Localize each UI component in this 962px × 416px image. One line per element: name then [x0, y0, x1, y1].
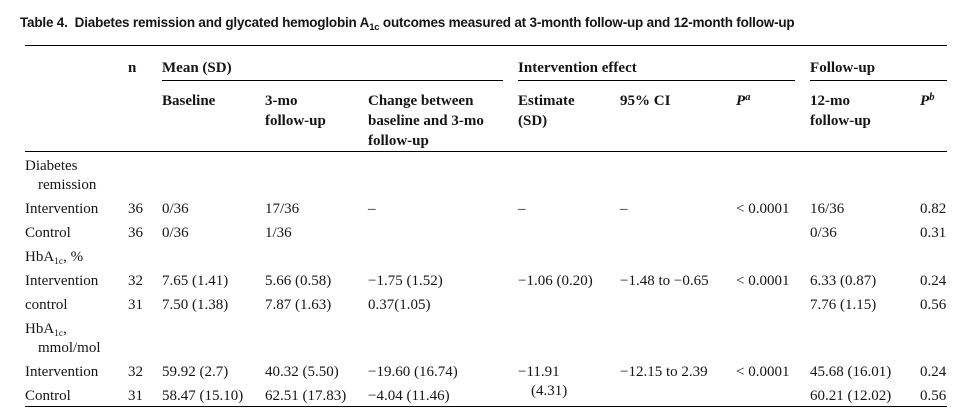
cell-change: −4.04 (11.46) [368, 388, 450, 404]
cell-3mo: 1/36 [265, 225, 292, 241]
cell-estimate: −11.91 (4.31) [518, 364, 568, 399]
col-header-95ci: 95% CI [620, 81, 737, 152]
row-label: HbA1c, mmol/mol [25, 321, 101, 356]
corner-cell [25, 45, 128, 152]
cell-estimate [518, 291, 620, 315]
cell-change: – [368, 201, 376, 217]
col-header-change: Change between baseline and 3-mo follow-… [368, 81, 519, 152]
section-row-diabetes-remission: Diabetes remission [25, 152, 947, 196]
col-header-3mo-followup: 3-mo follow-up [265, 81, 368, 152]
cell-p-a [736, 219, 810, 243]
results-table: n Mean (SD) Intervention effect Follow-u… [25, 45, 948, 407]
header-row-columns: Baseline 3-mo follow-up Change between b… [25, 81, 948, 152]
section-row-hba1c-mmolmol: HbA1c, mmol/mol [25, 315, 947, 358]
cell-baseline: 0/36 [162, 225, 189, 241]
cell-3mo: 62.51 (17.83) [265, 388, 347, 404]
cell-n: 31 [128, 388, 143, 404]
col-header-p-a: Pa [736, 81, 811, 152]
cell-p-a [736, 382, 810, 407]
header-row-groups: n Mean (SD) Intervention effect Follow-u… [25, 45, 948, 152]
cell-p-a [736, 291, 810, 315]
table-title: Table 4. Diabetes remission and glycated … [20, 15, 795, 33]
group-header-intervention-effect: Intervention effect [518, 46, 810, 81]
cell-change: −19.60 (16.74) [368, 364, 458, 380]
cell-12mo: 45.68 (16.01) [810, 364, 892, 380]
cell-ci [620, 382, 736, 407]
cell-n: 36 [128, 201, 143, 217]
cell-12mo: 6.33 (0.87) [810, 273, 877, 289]
cell-12mo: 16/36 [810, 201, 845, 217]
cell-n: 32 [128, 364, 143, 380]
row-label: Control [25, 225, 71, 241]
cell-n: 32 [128, 273, 143, 289]
cell-p-b: 0.31 [920, 225, 947, 241]
cell-baseline: 7.50 (1.38) [162, 297, 229, 313]
col-header-n: n [128, 45, 162, 152]
cell-change: 0.37(1.05) [368, 297, 431, 313]
table-number: Table 4. [20, 15, 68, 30]
cell-estimate: −1.06 (0.20) [518, 273, 593, 289]
row-label: HbA1c, % [25, 249, 84, 267]
cell-estimate [518, 219, 620, 243]
col-header-p-b: Pb [920, 81, 948, 152]
cell-12mo: 0/36 [810, 225, 837, 241]
cell-12mo: 7.76 (1.15) [810, 297, 877, 313]
row-label: Intervention [25, 364, 99, 380]
cell-3mo: 17/36 [265, 201, 300, 217]
cell-p-b: 0.56 [920, 297, 947, 313]
title-text-pre: Diabetes remission and glycated hemoglob… [74, 15, 370, 30]
cell-p-a: < 0.0001 [736, 364, 790, 380]
data-row-remission-control: Control 36 0/36 1/36 0/36 0.31 [25, 219, 947, 243]
cell-p-b: 0.24 [920, 364, 947, 380]
cell-change [368, 219, 518, 243]
col-header-estimate-sd: Estimate (SD) [518, 81, 621, 152]
cell-baseline: 59.92 (2.7) [162, 364, 229, 380]
col-header-baseline: Baseline [162, 81, 265, 152]
row-label: Diabetes remission [25, 158, 97, 193]
cell-3mo: 7.87 (1.63) [265, 297, 332, 313]
col-header-12mo-followup: 12-mo follow-up [810, 81, 921, 152]
row-label: control [25, 297, 68, 313]
cell-p-b: 0.82 [920, 201, 947, 217]
cell-p-a: < 0.0001 [736, 273, 790, 289]
cell-p-b: 0.56 [920, 388, 947, 404]
cell-12mo: 60.21 (12.02) [810, 388, 892, 404]
cell-p-a: < 0.0001 [736, 201, 790, 217]
cell-n: 36 [128, 225, 143, 241]
row-label: Intervention [25, 273, 99, 289]
title-subscript: 1c [369, 22, 380, 33]
cell-ci [620, 291, 736, 315]
data-row-hba1c-pct-control: control 31 7.50 (1.38) 7.87 (1.63) 0.37(… [25, 291, 947, 315]
section-row-hba1c-pct: HbA1c, % [25, 243, 947, 267]
data-row-hba1c-mmolmol-control: Control 31 58.47 (15.10) 62.51 (17.83) −… [25, 382, 947, 407]
cell-ci [620, 219, 736, 243]
data-row-remission-intervention: Intervention 36 0/36 17/36 – – – < 0.000… [25, 195, 947, 219]
cell-3mo: 5.66 (0.58) [265, 273, 332, 289]
cell-p-b: 0.24 [920, 273, 947, 289]
data-row-hba1c-mmolmol-intervention: Intervention 32 59.92 (2.7) 40.32 (5.50)… [25, 358, 947, 399]
row-label: Control [25, 388, 71, 404]
cell-baseline: 58.47 (15.10) [162, 388, 244, 404]
group-header-followup: Follow-up [810, 46, 948, 81]
cell-change: −1.75 (1.52) [368, 273, 443, 289]
title-text-post: outcomes measured at 3-month follow-up a… [379, 15, 795, 30]
cell-baseline: 7.65 (1.41) [162, 273, 229, 289]
data-row-hba1c-pct-intervention: Intervention 32 7.65 (1.41) 5.66 (0.58) … [25, 267, 947, 291]
cell-estimate: – [518, 201, 526, 217]
cell-baseline: 0/36 [162, 201, 189, 217]
cell-n: 31 [128, 297, 143, 313]
group-header-mean-sd: Mean (SD) [162, 46, 518, 81]
cell-3mo: 40.32 (5.50) [265, 364, 339, 380]
cell-ci: −1.48 to −0.65 [620, 273, 709, 289]
row-label: Intervention [25, 201, 99, 217]
cell-ci: −12.15 to 2.39 [620, 364, 708, 380]
cell-ci: – [620, 201, 628, 217]
